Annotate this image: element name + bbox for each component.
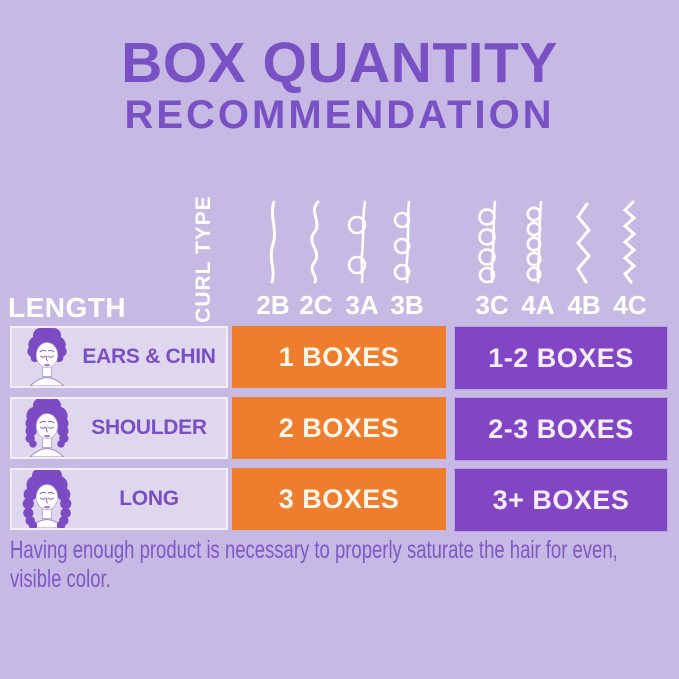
curl-code: 3B [390, 290, 424, 320]
curl-code: 4C [613, 290, 647, 320]
springy-curl-icon [393, 200, 411, 284]
curl-col-4a: 4A [514, 198, 562, 321]
curl-col-3a: 3A [338, 198, 386, 321]
curl-code: 2C [299, 290, 333, 320]
curl-type-axis-label: CURL TYPE [192, 195, 215, 323]
corkscrew-coil-icon [478, 200, 497, 284]
length-axis-label: LENGTH [8, 292, 127, 323]
cell-ears-chin-coily: 1-2 BOXES [454, 326, 668, 390]
curl-code: 3C [475, 290, 509, 320]
table-row-long: LONG [10, 468, 228, 530]
curl-col-4c: 4C [606, 198, 654, 321]
table-row-shoulder: SHOULDER [10, 397, 228, 459]
curl-col-4b: 4B [560, 198, 608, 321]
curl-col-2c: 2C [292, 198, 340, 321]
curl-code: 2B [256, 290, 290, 320]
loose-curl-icon [347, 200, 367, 284]
curl-col-3c: 3C [468, 198, 516, 321]
cell-shoulder-wavy: 2 BOXES [232, 397, 446, 459]
cell-ears-chin-wavy: 1 BOXES [232, 326, 446, 388]
footer-note-line1: Having enough product is necessary to pr… [10, 536, 618, 564]
zigzag-coil-icon [576, 202, 591, 284]
page-subtitle: RECOMMENDATION [124, 93, 555, 137]
cell-long-wavy: 3 BOXES [232, 468, 446, 530]
footer-note-line2: visible color. [10, 565, 111, 593]
page-title: BOX QUANTITY [121, 31, 558, 95]
curl-col-2b: 2B [249, 198, 297, 321]
avatar [18, 328, 76, 386]
face-features [39, 349, 55, 367]
curl-code: 4B [567, 290, 601, 320]
table-row-ears-chin: EARS & CHIN [10, 326, 228, 388]
face-features [39, 420, 55, 438]
avatar [18, 399, 76, 457]
row-length-label: SHOULDER [91, 416, 207, 439]
footer-note: Having enough product is necessary to pr… [10, 536, 676, 594]
long-avatar [22, 470, 72, 528]
curl-col-3b: 3B [383, 198, 431, 321]
ears-chin-avatar [27, 328, 67, 386]
curl-code: 3A [345, 290, 379, 320]
cell-shoulder-coily: 2-3 BOXES [454, 397, 668, 461]
loose-wave-icon [269, 200, 277, 284]
s-wave-icon [310, 200, 320, 284]
tight-zigzag-icon [622, 200, 637, 284]
row-length-label: EARS & CHIN [82, 345, 216, 368]
curl-code: 4A [521, 290, 555, 320]
shoulder-avatar [25, 399, 69, 457]
cell-long-coily: 3+ BOXES [454, 468, 668, 532]
tight-coil-icon [526, 200, 543, 284]
row-length-label: LONG [119, 487, 179, 510]
face-features [39, 491, 55, 509]
avatar [18, 470, 76, 528]
